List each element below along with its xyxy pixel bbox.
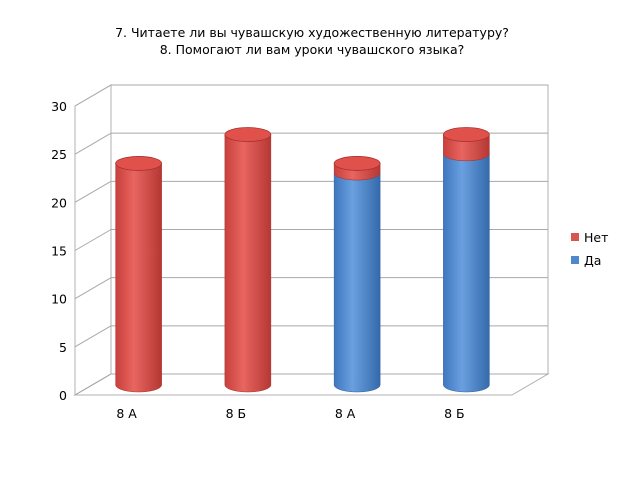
y-tick-label: 10 [51, 292, 67, 307]
x-tick-label: 8 А [335, 406, 356, 421]
legend-swatch-da [571, 256, 579, 264]
bar-top-1 [115, 156, 163, 171]
gridline-side [74, 373, 112, 396]
bar-top-4 [442, 127, 490, 142]
x-tick-label: 8 А [116, 406, 137, 421]
legend-swatch-net [571, 233, 579, 241]
bar-da-3 [333, 173, 381, 393]
legend-label-net: Нет [584, 230, 608, 245]
gridline-side [74, 132, 112, 155]
bar-net-2 [224, 134, 272, 393]
y-axis-tick-labels: 0 5 10 15 20 25 30 [51, 99, 67, 403]
chart-title-line-2: 8. Помогают ли вам уроки чувашского язык… [160, 42, 465, 57]
y-tick-label: 0 [59, 388, 67, 403]
legend-label-da: Да [584, 253, 601, 268]
y-tick-label: 20 [51, 195, 67, 210]
x-tick-label: 8 Б [444, 406, 465, 421]
bar-net-1 [115, 163, 162, 393]
chart-title-line-1: 7. Читаете ли вы чувашскую художественну… [115, 25, 509, 40]
gridline-side [74, 325, 112, 348]
y-tick-label: 30 [51, 99, 67, 114]
bar-da-4 [443, 153, 490, 393]
y-tick-label: 5 [59, 340, 67, 355]
bars [115, 127, 490, 393]
x-axis-tick-labels: 8 А 8 Б 8 А 8 Б [116, 406, 464, 421]
legend: Нет Да [571, 230, 608, 268]
x-tick-label: 8 Б [226, 406, 247, 421]
y-tick-label: 15 [51, 244, 67, 259]
gridline-side [74, 84, 112, 107]
y-tick-label: 25 [51, 147, 67, 162]
gridline-side [74, 180, 112, 203]
gridline-side [74, 229, 112, 251]
bar-top-3 [333, 156, 381, 171]
bar-top-2 [224, 127, 272, 142]
gridline-side [74, 277, 112, 300]
